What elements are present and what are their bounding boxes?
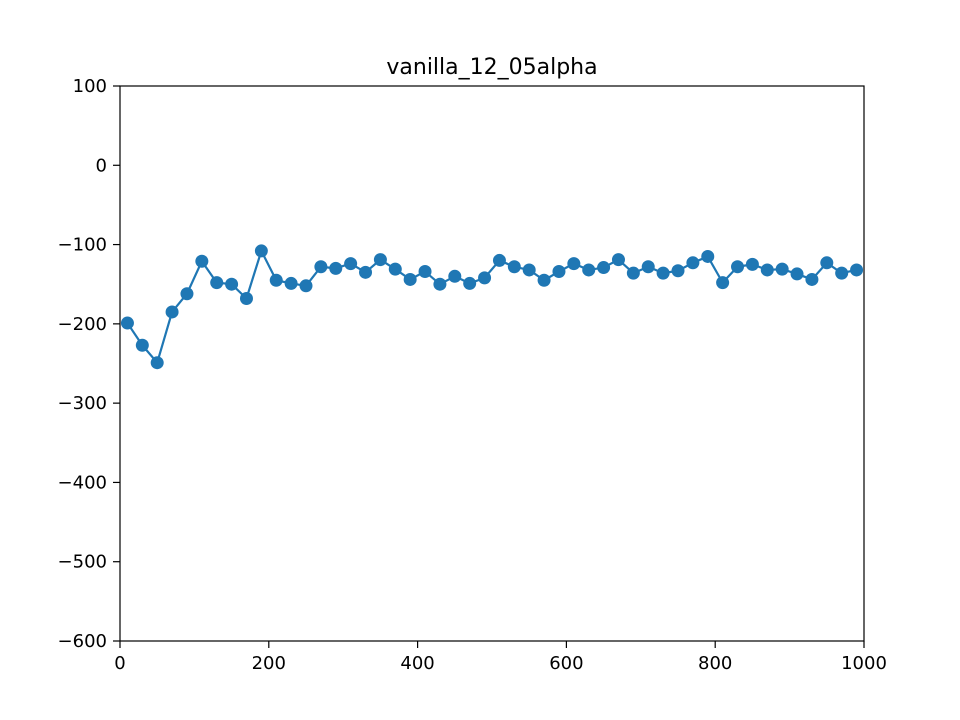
data-point — [373, 253, 387, 267]
x-tick-label: 1000 — [841, 653, 887, 674]
data-point — [656, 266, 670, 280]
y-tick-label: −100 — [58, 235, 107, 256]
data-point — [835, 266, 849, 280]
data-point — [716, 276, 730, 290]
data-point — [745, 257, 759, 271]
data-point — [463, 276, 477, 290]
data-point — [478, 271, 492, 285]
data-point — [239, 291, 253, 305]
data-point — [582, 263, 596, 277]
y-tick-label: −400 — [58, 472, 107, 493]
data-point — [225, 277, 239, 291]
data-point — [269, 273, 283, 287]
data-point — [180, 287, 194, 301]
data-point — [567, 257, 581, 271]
data-point — [641, 260, 655, 274]
x-tick-label: 600 — [549, 653, 583, 674]
axes-layer: 0 200 400 600 800 10001000−100−200−300−400−50… — [58, 76, 887, 674]
data-point — [626, 266, 640, 280]
data-point — [359, 265, 373, 279]
y-tick-label: −300 — [58, 393, 107, 414]
y-tick-label: −600 — [58, 631, 107, 652]
y-tick-label: −500 — [58, 552, 107, 573]
data-point — [299, 279, 313, 293]
x-tick-label: 0 — [114, 653, 125, 674]
y-tick-label: 0 — [96, 155, 107, 176]
data-point — [790, 267, 804, 281]
data-point — [597, 261, 611, 275]
x-tick-label: 800 — [698, 653, 732, 674]
y-tick-label: −200 — [58, 314, 107, 335]
data-point — [418, 265, 432, 279]
data-point — [507, 260, 521, 274]
data-point — [492, 253, 506, 267]
data-point — [150, 356, 164, 370]
plot-background — [120, 86, 864, 641]
data-point — [448, 269, 462, 283]
data-point — [701, 249, 715, 263]
x-tick-label: 400 — [400, 653, 434, 674]
data-point — [329, 261, 343, 275]
data-point — [537, 273, 551, 287]
data-point — [210, 276, 224, 290]
data-point — [344, 257, 358, 271]
data-point — [760, 263, 774, 277]
data-point — [254, 244, 268, 258]
data-point — [522, 263, 536, 277]
chart-title: vanilla_12_05alpha — [386, 55, 597, 80]
x-tick-label: 200 — [252, 653, 286, 674]
data-point — [284, 276, 298, 290]
data-point — [195, 254, 209, 268]
data-point — [671, 264, 685, 278]
plot-area — [120, 86, 864, 641]
data-point — [165, 305, 179, 319]
data-point — [731, 260, 745, 274]
data-point — [552, 265, 566, 279]
data-point — [686, 256, 700, 270]
data-point — [403, 272, 417, 286]
data-point — [850, 263, 864, 277]
series-layer — [120, 244, 864, 370]
data-point — [820, 256, 834, 270]
data-point — [805, 272, 819, 286]
data-point — [135, 338, 149, 352]
data-point — [120, 316, 134, 330]
y-tick-label: 100 — [73, 76, 107, 97]
data-point — [775, 262, 789, 276]
data-point — [433, 277, 447, 291]
data-point — [611, 253, 625, 267]
axes-frame — [119, 85, 865, 642]
data-point — [388, 262, 402, 276]
data-point — [314, 260, 328, 274]
